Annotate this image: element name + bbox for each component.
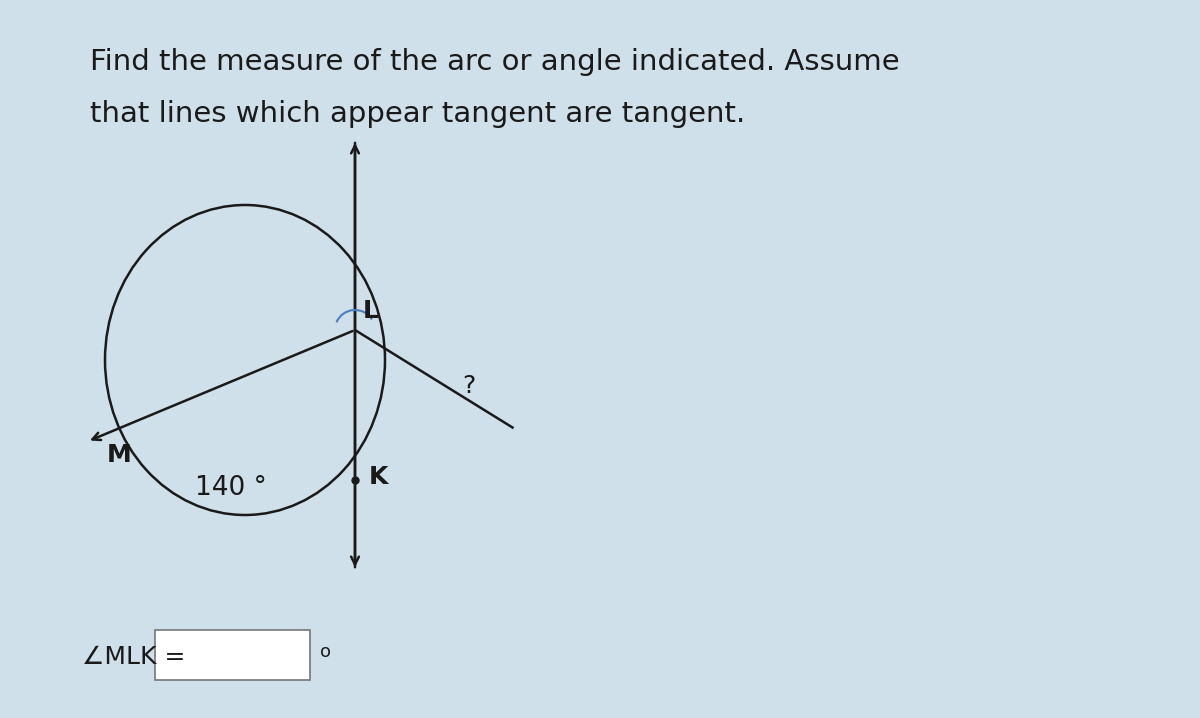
Text: o: o bbox=[320, 643, 331, 661]
Text: M: M bbox=[107, 443, 132, 467]
Text: K: K bbox=[370, 465, 389, 489]
Text: ∠MLK =: ∠MLK = bbox=[82, 645, 185, 669]
Text: Find the measure of the arc or angle indicated. Assume: Find the measure of the arc or angle ind… bbox=[90, 48, 900, 76]
Text: 140 °: 140 ° bbox=[194, 475, 266, 501]
Bar bbox=[155, 630, 310, 680]
Text: ?: ? bbox=[462, 374, 475, 398]
Text: that lines which appear tangent are tangent.: that lines which appear tangent are tang… bbox=[90, 100, 745, 128]
Text: L: L bbox=[364, 299, 379, 323]
